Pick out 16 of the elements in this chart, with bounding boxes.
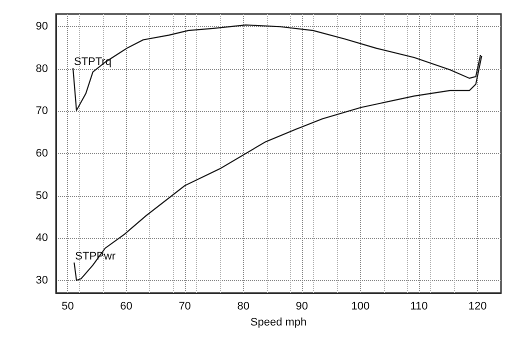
x-tick-label: 80 xyxy=(237,300,250,312)
x-tick-label: 90 xyxy=(296,300,308,312)
y-tick-label: 60 xyxy=(36,148,48,160)
y-tick-label: 40 xyxy=(36,232,48,244)
x-tick-label: 120 xyxy=(468,300,487,312)
x-tick-label: 60 xyxy=(120,300,132,312)
y-tick-label: 90 xyxy=(36,20,48,33)
y-tick-label: 80 xyxy=(36,62,48,75)
y-tick-label: 30 xyxy=(36,274,48,286)
x-axis-title: Speed mph xyxy=(250,316,307,328)
x-tick-label: 110 xyxy=(410,300,428,312)
x-tick-label: 100 xyxy=(351,300,370,312)
y-tick-label: 70 xyxy=(36,105,48,118)
x-tick-label: 70 xyxy=(178,300,191,312)
y-tick-label: 50 xyxy=(36,190,48,202)
x-tick-label: 50 xyxy=(62,300,74,312)
